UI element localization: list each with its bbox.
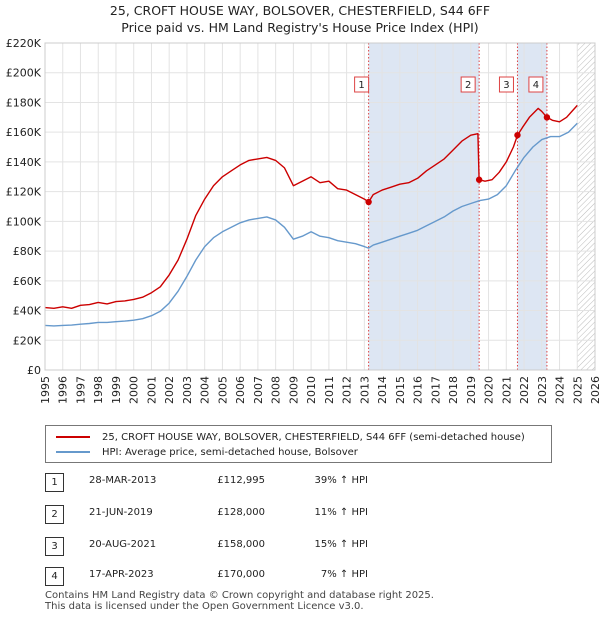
chart-title: 25, CROFT HOUSE WAY, BOLSOVER, CHESTERFI… [0,2,600,36]
x-tick-label: 2006 [234,376,247,404]
x-tick-label: 2002 [163,376,176,404]
sale-date: 21-JUN-2019 [89,507,153,518]
sale-number-badge: 3 [45,537,64,556]
sale-hpi-change: 11% ↑ HPI [314,507,368,518]
legend-label-hpi: HPI: Average price, semi-detached house,… [102,446,358,458]
sale-number-badge: 4 [45,567,64,586]
price-chart: £0 £20K £40K £60K £80K £100K £120K £140K £160K £1… [6,37,600,404]
sale-row: 4 17-APR-2023 £170,000 7% ↑ HPI [45,567,465,587]
x-tick-label: 2020 [483,376,496,404]
legend-swatch-price [56,436,90,438]
sale-point [543,114,551,121]
x-tick-label: 2005 [216,376,229,404]
sale-price: £112,995 [217,475,265,486]
sale-point [475,176,483,183]
x-tick-label: 2024 [554,376,567,404]
chart-legend: 25, CROFT HOUSE WAY, BOLSOVER, CHESTERFI… [45,425,552,463]
sale-row: 3 20-AUG-2021 £158,000 15% ↑ HPI [45,537,465,557]
chart-title-subtitle: Price paid vs. HM Land Registry's House … [121,20,479,35]
footer-attribution: Contains HM Land Registry data © Crown c… [45,590,434,612]
y-tick-label: £120K [6,186,42,199]
x-tick-label: 2023 [536,376,549,404]
y-tick-label: £180K [6,96,42,109]
sale-marker-box [528,76,544,93]
x-tick-label: 2000 [128,376,141,404]
x-tick-label: 2025 [571,376,584,404]
hpi-line [44,122,578,327]
x-tick-label: 2012 [341,376,354,404]
y-tick-label: £220K [6,37,42,50]
y-tick-label: £60K [13,275,42,288]
x-tick-label: 1995 [39,376,52,404]
future-hatch-area [577,43,595,370]
sale-point [514,131,521,139]
sale-marker-label: 2 [465,80,471,91]
x-tick-label: 1996 [57,376,70,404]
y-tick-label: £140K [6,156,42,169]
sale-hpi-change: 39% ↑ HPI [314,475,368,486]
x-tick-label: 2007 [252,376,265,404]
x-tick-label: 1997 [74,376,87,404]
legend-swatch-hpi [56,451,90,453]
y-tick-label: £80K [13,245,42,258]
y-tick-label: £160K [6,126,42,139]
sale-row: 2 21-JUN-2019 £128,000 11% ↑ HPI [45,505,465,525]
x-tick-label: 1998 [92,376,105,404]
x-tick-label: 2010 [305,376,318,404]
y-tick-label: £20K [13,334,42,347]
x-tick-label: 2014 [376,376,389,404]
sale-date: 20-AUG-2021 [89,539,157,550]
sale-marker-label: 3 [503,80,509,91]
sale-date: 17-APR-2023 [89,569,154,580]
x-tick-label: 2004 [199,376,212,404]
x-tick-label: 2001 [145,376,158,404]
sale-hpi-change: 7% ↑ HPI [320,569,368,580]
footer-copyright: Contains HM Land Registry data © Crown c… [45,590,434,601]
chart-title-address: 25, CROFT HOUSE WAY, BOLSOVER, CHESTERFI… [109,3,491,18]
sale-marker-box [498,76,514,93]
x-tick-label: 2018 [447,376,460,404]
legend-label-price: 25, CROFT HOUSE WAY, BOLSOVER, CHESTERFI… [102,431,525,443]
x-tick-label: 2008 [270,376,283,404]
sale-hpi-change: 15% ↑ HPI [314,539,368,550]
x-tick-label: 2022 [518,376,531,404]
footer-licence: This data is licensed under the Open Gov… [45,601,364,612]
x-tick-label: 2013 [358,376,371,404]
sale-price: £128,000 [217,507,265,518]
sale-row: 1 28-MAR-2013 £112,995 39% ↑ HPI [45,473,465,493]
sale-number-badge: 2 [45,505,64,524]
price-paid-line [44,104,578,309]
y-tick-label: £200K [6,67,42,80]
x-tick-label: 1999 [110,376,123,404]
x-tick-label: 2011 [323,376,336,404]
x-tick-label: 2016 [412,376,425,404]
x-tick-label: 2019 [465,376,478,404]
plot-border [44,42,596,371]
x-tick-label: 2021 [500,376,513,404]
sale-price: £158,000 [217,539,265,550]
x-tick-label: 2015 [394,376,407,404]
legend-item-price: 25, CROFT HOUSE WAY, BOLSOVER, CHESTERFI… [56,430,525,444]
x-tick-label: 2026 [589,376,600,404]
sale-date: 28-MAR-2013 [89,475,157,486]
x-tick-label: 2017 [429,376,442,404]
sale-point [365,198,372,206]
sale-marker-label: 1 [358,80,364,91]
sale-marker-label: 4 [533,80,539,91]
sale-marker-box [354,76,370,93]
y-tick-label: £100K [6,215,42,228]
sale-marker-box [460,76,476,93]
x-tick-label: 2003 [181,376,194,404]
sale-price: £170,000 [217,569,265,580]
y-tick-label: £0 [27,364,41,377]
x-tick-label: 2009 [287,376,300,404]
y-tick-label: £40K [13,305,42,318]
legend-item-hpi: HPI: Average price, semi-detached house,… [56,445,358,459]
sale-number-badge: 1 [45,473,64,492]
